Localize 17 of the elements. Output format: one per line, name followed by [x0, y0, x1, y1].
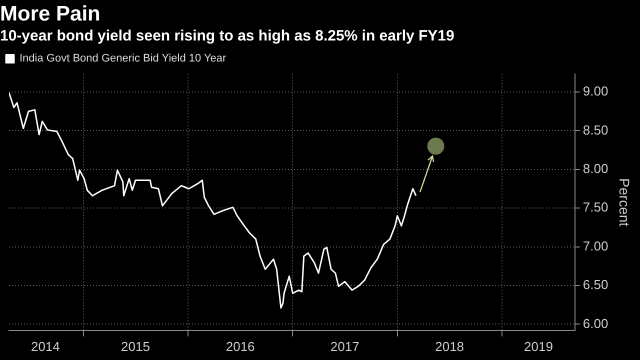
legend-label: India Govt Bond Generic Bid Yield 10 Year — [20, 52, 227, 65]
x-tick-label: 2015 — [121, 338, 150, 354]
y-tick-label: 6.00 — [582, 316, 608, 331]
x-tick-label: 2014 — [30, 338, 60, 354]
x-tick-label: 2016 — [226, 338, 255, 354]
chart-title: More Pain — [0, 2, 100, 26]
x-tick-label: 2018 — [435, 338, 464, 354]
y-tick-label: 8.00 — [582, 160, 608, 176]
chart-subtitle: 10-year bond yield seen rising to as high as 8.25% in early FY19 — [0, 27, 454, 44]
y-tick-label: 7.00 — [582, 238, 608, 254]
y-tick-label: 8.50 — [582, 122, 608, 138]
x-tick-label: 2017 — [330, 338, 360, 354]
x-tick-label: 2019 — [524, 338, 553, 354]
y-tick-label: 9.00 — [582, 84, 608, 99]
y-axis-title: Percent — [616, 178, 633, 227]
y-tick-label: 6.50 — [582, 277, 608, 292]
y-tick-label: 7.50 — [582, 200, 608, 215]
